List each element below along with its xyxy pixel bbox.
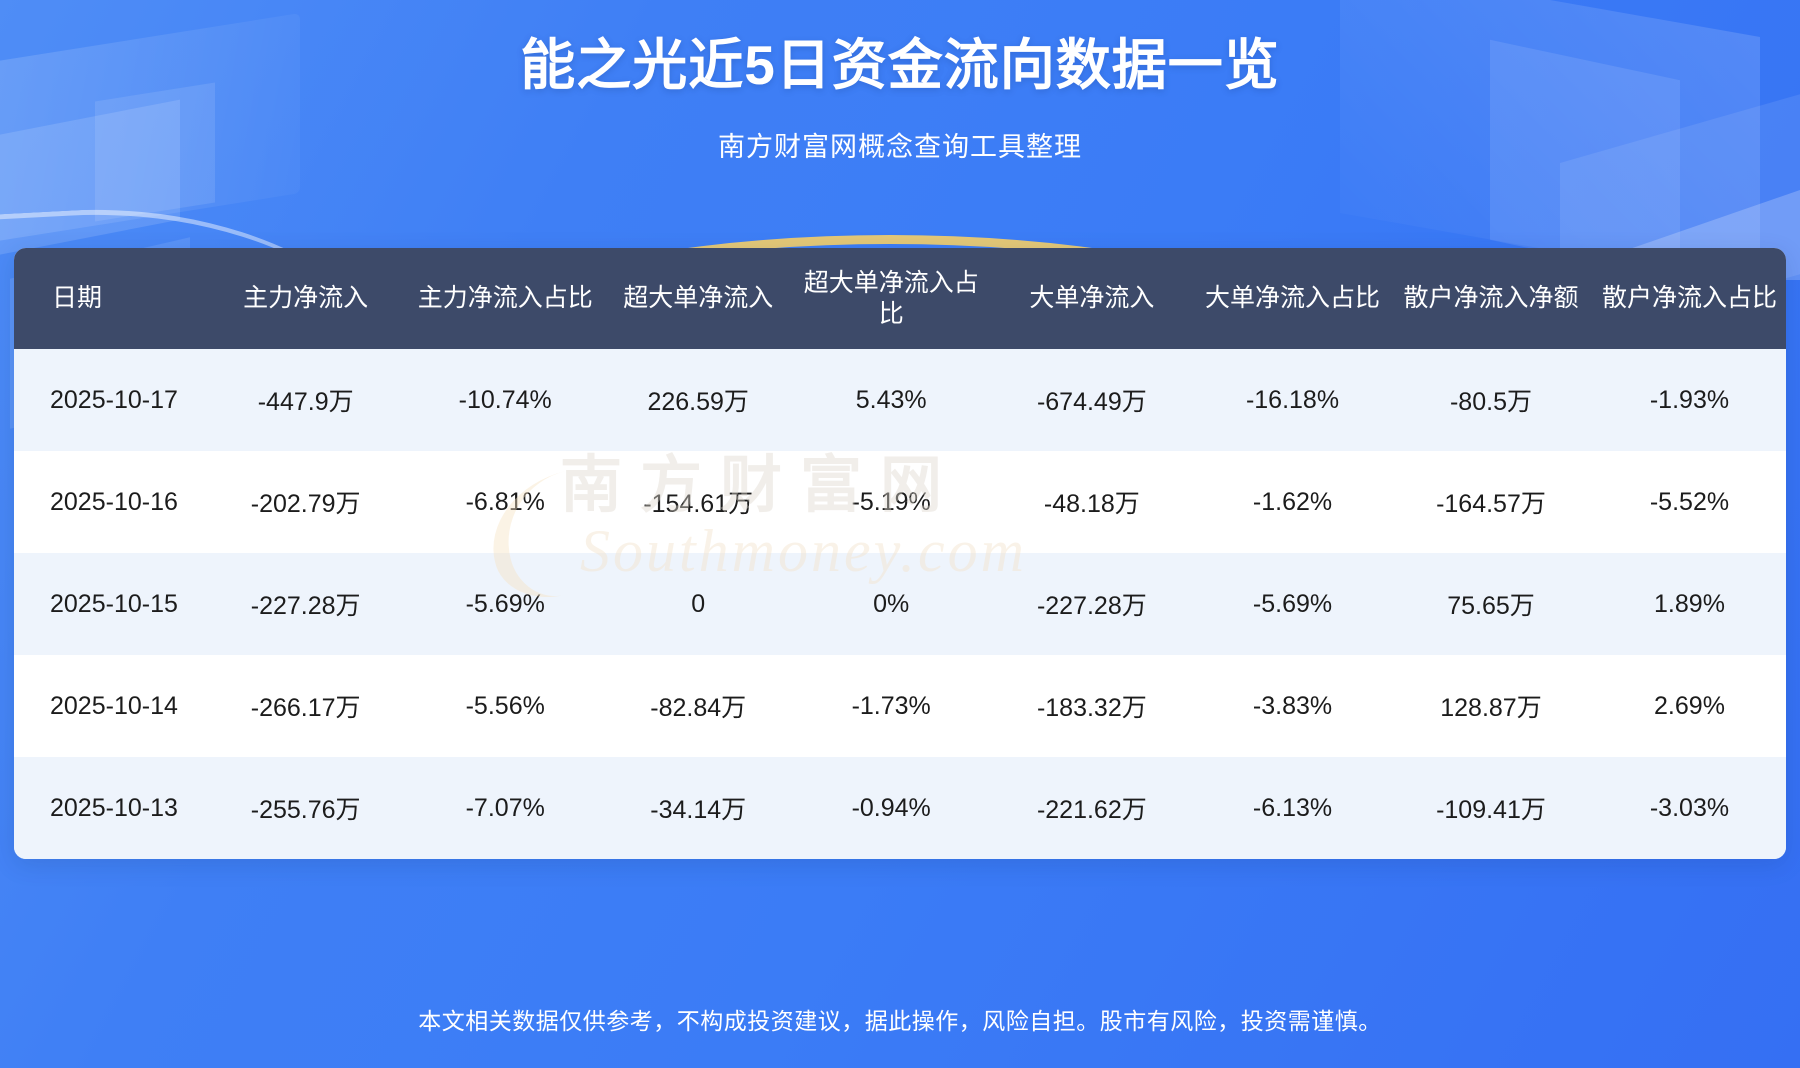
cell-retail-net-amount: -80.5万	[1449, 388, 1532, 416]
cell-large-order-net-pct: -3.83%	[1252, 691, 1333, 720]
cell-large-order-net: -221.62万	[1036, 796, 1147, 824]
column-header-extra-large-order-net: 超大单净流入	[601, 248, 795, 349]
cell-extra-large-order-net-pct: -0.94%	[851, 793, 931, 822]
cell-main-net: -202.79万	[250, 490, 361, 518]
cell-main-net-pct: -6.81%	[465, 487, 545, 516]
footer-disclaimer: 本文相关数据仅供参考，不构成投资建议，据此操作，风险自担。股市有风险，投资需谨慎…	[418, 1008, 1382, 1034]
cell-large-order-net: -227.28万	[1036, 592, 1147, 620]
table-row: 2025-10-17 -447.9万 -10.74% 226.59万 5.43%…	[14, 349, 1786, 451]
fund-flow-table: 日期 主力净流入 主力净流入占比 超大单净流入 超大单净流入占比 大单净流入 大…	[14, 248, 1786, 859]
cell-main-net: -266.17万	[250, 694, 361, 722]
cell-extra-large-order-net-pct: 5.43%	[855, 385, 927, 414]
cell-large-order-net: -674.49万	[1036, 388, 1147, 416]
cell-retail-net-pct: -5.52%	[1649, 487, 1730, 516]
cell-retail-net-amount: -109.41万	[1436, 796, 1546, 824]
cell-large-order-net-pct: -1.62%	[1252, 487, 1333, 516]
table-row: 2025-10-13 -255.76万 -7.07% -34.14万 -0.94…	[14, 757, 1786, 859]
page-subtitle: 南方财富网概念查询工具整理	[718, 132, 1082, 163]
cell-retail-net-amount: 128.87万	[1440, 694, 1542, 722]
table-body: 2025-10-17 -447.9万 -10.74% 226.59万 5.43%…	[14, 349, 1786, 859]
cell-retail-net-amount: -164.57万	[1436, 490, 1546, 518]
cell-large-order-net: -48.18万	[1043, 490, 1140, 518]
cell-large-order-net-pct: -6.13%	[1252, 793, 1333, 822]
cell-main-net-pct: -10.74%	[458, 385, 552, 414]
column-header-retail-net-pct: 散户净流入占比	[1592, 248, 1786, 349]
cell-retail-net-pct: 1.89%	[1654, 589, 1725, 618]
cell-extra-large-order-net: 0	[691, 589, 706, 618]
cell-date: 2025-10-17	[50, 385, 178, 414]
cell-main-net: -447.9万	[257, 388, 354, 416]
column-header-main-net: 主力净流入	[202, 248, 409, 349]
cell-extra-large-order-net-pct: 0%	[873, 589, 910, 618]
column-header-large-order-net: 大单净流入	[987, 248, 1197, 349]
cell-retail-net-pct: -3.03%	[1649, 793, 1730, 822]
cell-extra-large-order-net: 226.59万	[647, 388, 749, 416]
cell-extra-large-order-net: -154.61万	[643, 490, 754, 518]
cell-date: 2025-10-14	[50, 691, 178, 720]
cell-main-net-pct: -7.07%	[465, 793, 545, 822]
table-header: 日期 主力净流入 主力净流入占比 超大单净流入 超大单净流入占比 大单净流入 大…	[14, 248, 1786, 349]
cell-date: 2025-10-16	[50, 487, 178, 516]
column-header-retail-net-amount: 散户净流入净额	[1389, 248, 1593, 349]
fund-flow-table-container: 日期 主力净流入 主力净流入占比 超大单净流入 超大单净流入占比 大单净流入 大…	[14, 248, 1786, 859]
cell-extra-large-order-net-pct: -5.19%	[851, 487, 931, 516]
cell-extra-large-order-net: -34.14万	[650, 796, 747, 824]
cell-extra-large-order-net-pct: -1.73%	[851, 691, 931, 720]
table-header-row: 日期 主力净流入 主力净流入占比 超大单净流入 超大单净流入占比 大单净流入 大…	[14, 248, 1786, 349]
cell-retail-net-amount: 75.65万	[1447, 592, 1535, 620]
cell-retail-net-pct: 2.69%	[1654, 691, 1725, 720]
cell-extra-large-order-net: -82.84万	[650, 694, 747, 722]
cell-date: 2025-10-15	[50, 589, 178, 618]
cell-date: 2025-10-13	[50, 793, 178, 822]
column-header-date: 日期	[14, 248, 203, 349]
cell-main-net: -255.76万	[250, 796, 361, 824]
table-row: 2025-10-16 -202.79万 -6.81% -154.61万 -5.1…	[14, 451, 1786, 553]
cell-retail-net-pct: -1.93%	[1649, 385, 1730, 414]
cell-main-net-pct: -5.69%	[465, 589, 545, 618]
page-title: 能之光近5日资金流向数据一览	[520, 34, 1280, 96]
table-row: 2025-10-15 -227.28万 -5.69% 0 0% -227.28万…	[14, 553, 1786, 655]
page-header: 能之光近5日资金流向数据一览 南方财富网概念查询工具整理	[0, 0, 1800, 164]
cell-large-order-net: -183.32万	[1036, 694, 1147, 722]
cell-main-net: -227.28万	[250, 592, 361, 620]
column-header-main-net-pct: 主力净流入占比	[408, 248, 602, 349]
cell-main-net-pct: -5.56%	[465, 691, 545, 720]
table-row: 2025-10-14 -266.17万 -5.56% -82.84万 -1.73…	[14, 655, 1786, 757]
cell-large-order-net-pct: -5.69%	[1252, 589, 1333, 618]
cell-large-order-net-pct: -16.18%	[1245, 385, 1340, 414]
column-header-large-order-net-pct: 大单净流入占比	[1196, 248, 1389, 349]
column-header-extra-large-order-net-pct: 超大单净流入占比	[794, 248, 988, 349]
